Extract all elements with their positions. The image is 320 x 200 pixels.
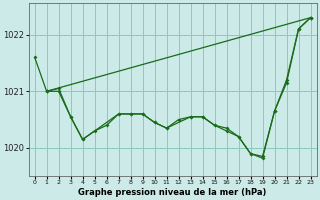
X-axis label: Graphe pression niveau de la mer (hPa): Graphe pression niveau de la mer (hPa) [78, 188, 267, 197]
